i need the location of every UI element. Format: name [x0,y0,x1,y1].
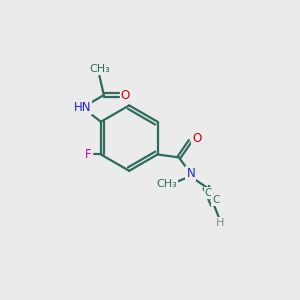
Text: C: C [205,188,212,198]
Text: C: C [212,195,220,205]
Text: H: H [216,218,225,228]
Text: F: F [85,148,92,161]
Text: O: O [121,88,130,101]
Text: CH₃: CH₃ [89,64,110,74]
Text: N: N [186,167,195,180]
Text: O: O [192,132,201,145]
Text: CH₃: CH₃ [156,179,177,189]
Text: HN: HN [74,101,91,114]
